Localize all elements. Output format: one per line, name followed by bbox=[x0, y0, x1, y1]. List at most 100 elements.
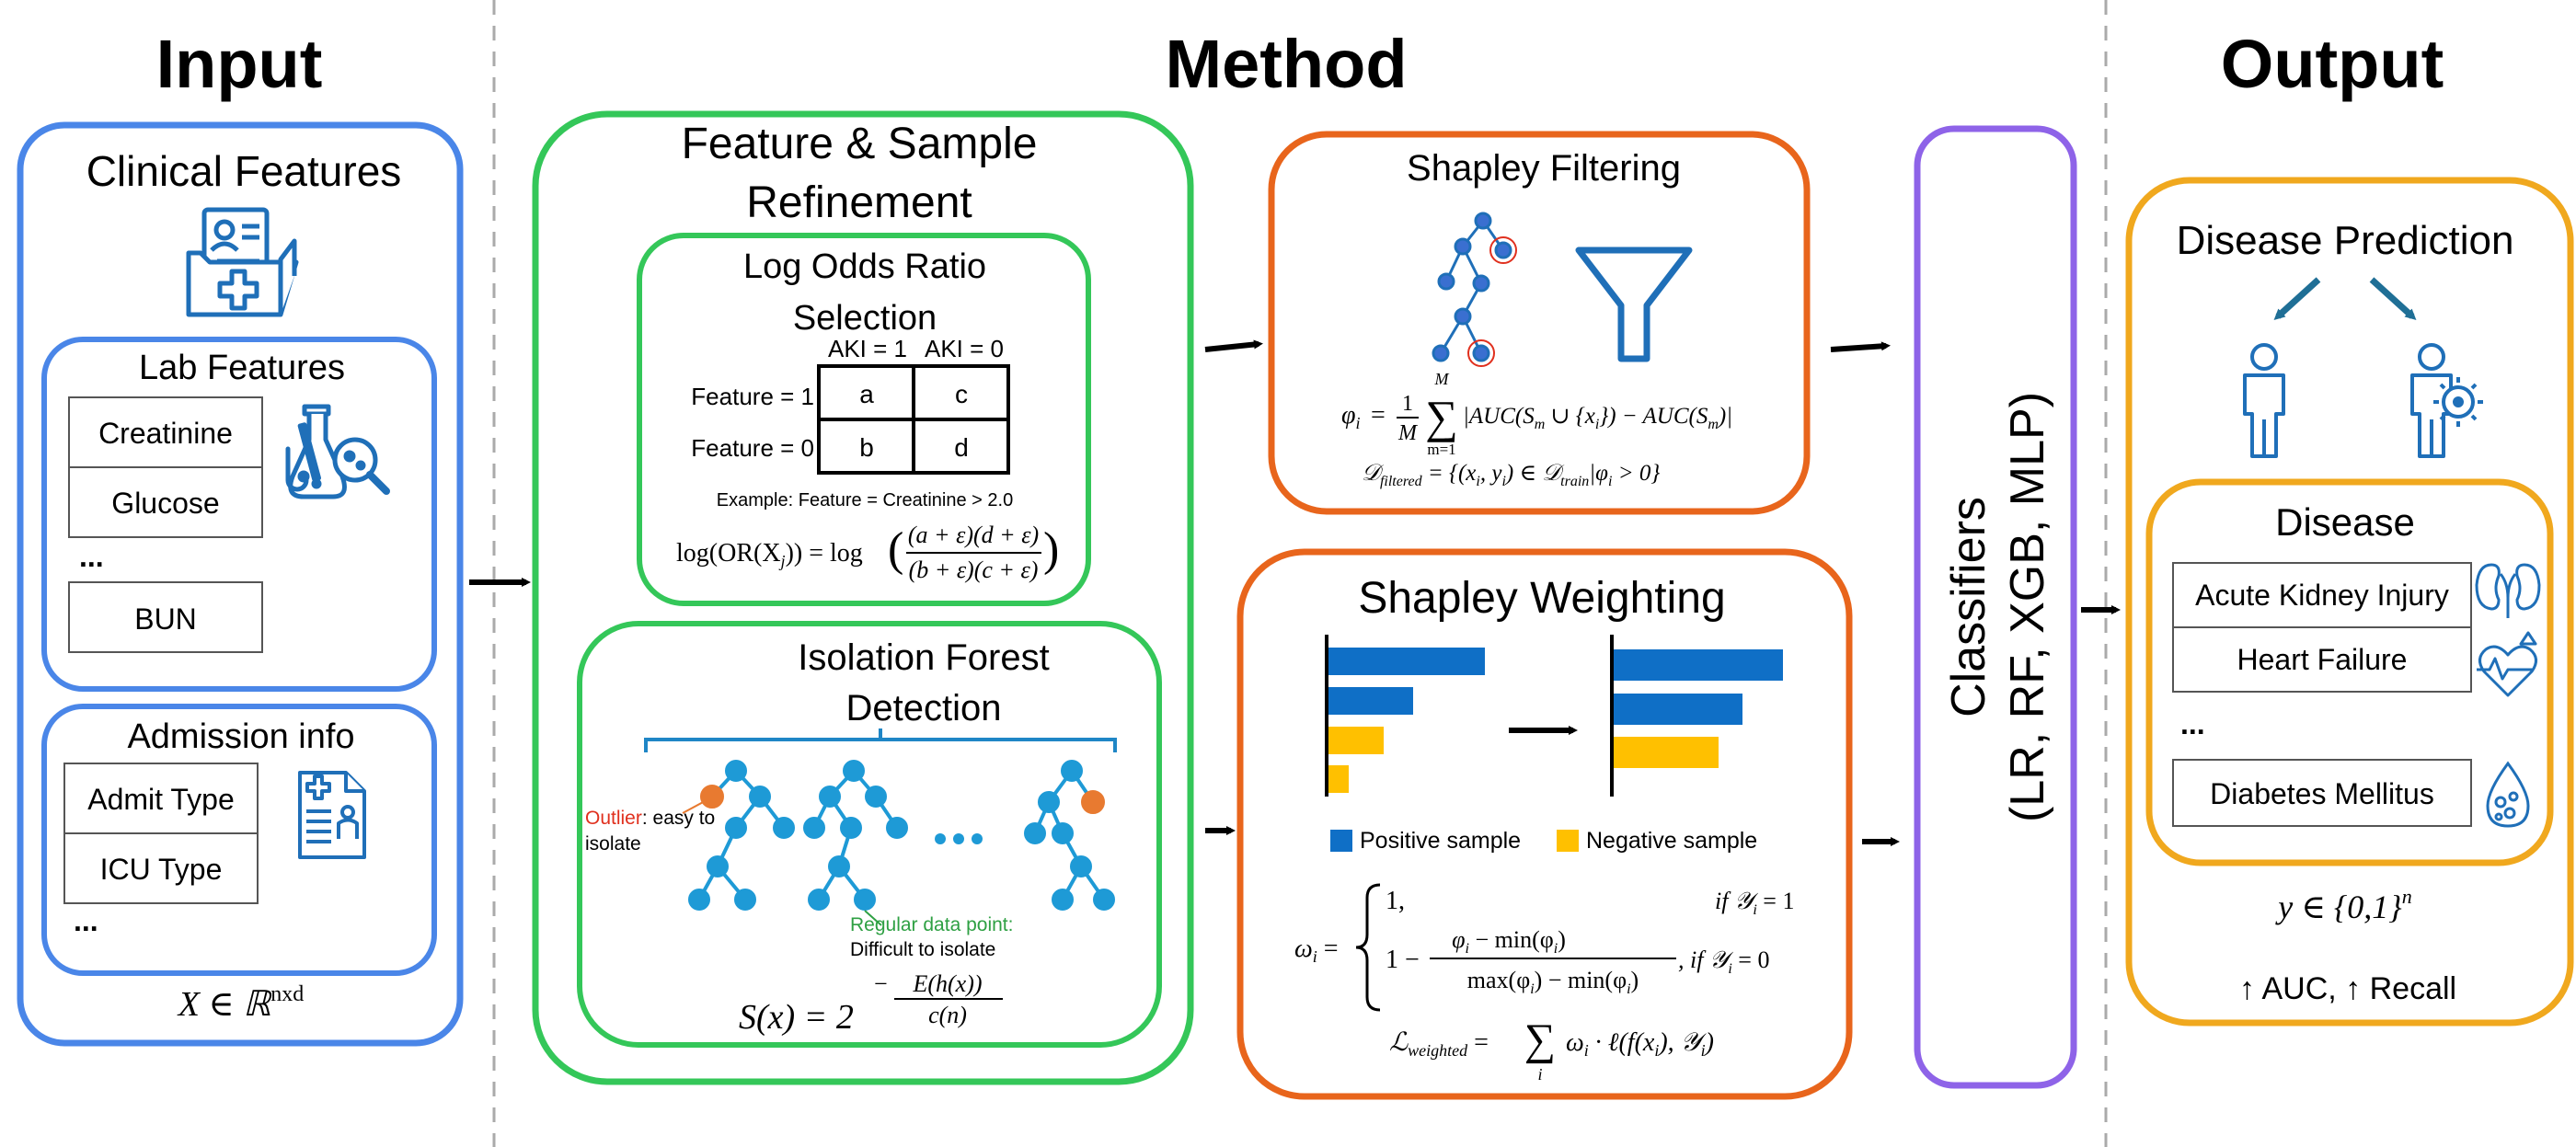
classifiers-label: Classifiers (LR, RF, XGB, MLP) bbox=[1942, 392, 2054, 822]
weighted-loss-formula: ℒweighted = ∑ i ωi · ℓ(f(xi), 𝒴i) bbox=[1389, 1015, 1714, 1084]
svg-text:1,: 1, bbox=[1386, 887, 1405, 915]
lab-item-bun-label: BUN bbox=[134, 602, 197, 636]
svg-text:∑: ∑ bbox=[1425, 391, 1458, 442]
log-odds-title-line2: Selection bbox=[793, 299, 937, 338]
lab-item-ellipsis: ... bbox=[79, 540, 104, 573]
isolation-tree-3 bbox=[1024, 760, 1115, 911]
disease-item-heart-failure-label: Heart Failure bbox=[2237, 643, 2408, 676]
arrow-filtering-to-classifiers bbox=[1830, 341, 1891, 352]
bars-before bbox=[1325, 635, 1485, 797]
cell-c: c bbox=[955, 380, 968, 408]
svg-text:ωi =: ωi = bbox=[1294, 935, 1339, 966]
shapley-value-formula: φi = 1 M M ∑ m=1 |AUC(Sm ∪ {xi}) − AUC(S… bbox=[1341, 370, 1732, 458]
svg-text:(a + ε)(d + ε): (a + ε)(d + ε) bbox=[908, 522, 1039, 548]
filtered-set-formula: 𝒟filtered = {(xi, yi) ∈ 𝒟train|φi > 0} bbox=[1362, 461, 1660, 489]
log-odds-formula: log(OR(Xj)) = log ( (a + ε)(d + ε) (b + … bbox=[676, 522, 1059, 583]
medical-folder-icon bbox=[186, 207, 299, 317]
disease-item-ellipsis: ... bbox=[2180, 707, 2205, 740]
disease-title: Disease bbox=[2275, 500, 2415, 544]
disease-item-heart-failure bbox=[2172, 626, 2472, 693]
forest-brace bbox=[644, 728, 1117, 752]
isolation-forest-title-line2: Detection bbox=[846, 688, 1002, 728]
lab-flask-icon bbox=[285, 404, 390, 499]
healthy-person-icon bbox=[2243, 343, 2285, 458]
svg-text:M: M bbox=[1434, 370, 1450, 388]
svg-text:=: = bbox=[1371, 401, 1386, 430]
patient-record-icon bbox=[298, 771, 366, 859]
lab-features-title: Lab Features bbox=[139, 349, 345, 387]
disease-item-diabetes bbox=[2172, 759, 2472, 827]
outlier-label-line1: Outlier: easy to bbox=[585, 808, 715, 829]
svg-text:|AUC(Sm ∪ {xi}) − AUC(Sm)|: |AUC(Sm ∪ {xi}) − AUC(Sm)| bbox=[1463, 404, 1732, 432]
regular-label-line1: Regular data point: bbox=[850, 914, 1013, 935]
isolation-forest-box bbox=[577, 621, 1162, 1048]
disease-item-diabetes-label: Diabetes Mellitus bbox=[2210, 777, 2434, 810]
contingency-table bbox=[817, 364, 1010, 475]
shapley-weighting-title: Shapley Weighting bbox=[1358, 574, 1725, 623]
svg-text:Classifiers: Classifiers bbox=[1942, 497, 1995, 717]
svg-text:φi: φi bbox=[1341, 401, 1361, 432]
output-metrics: ↑ AUC, ↑ Recall bbox=[2239, 971, 2456, 1006]
bars-after bbox=[1610, 635, 1783, 797]
svg-text:(: ( bbox=[888, 523, 903, 576]
weight-formula: ωi = 1, if 𝒴i = 1 1 − φi − min(φi) max(φ… bbox=[1294, 883, 1794, 1012]
heart-icon bbox=[2477, 631, 2537, 697]
kidney-icon bbox=[2475, 563, 2541, 618]
cell-d: d bbox=[954, 433, 969, 462]
svg-text:c(n): c(n) bbox=[928, 1002, 967, 1028]
filtering-tree bbox=[1432, 212, 1517, 367]
isolation-tree-2 bbox=[803, 760, 908, 911]
refinement-title-line1: Feature & Sample bbox=[682, 120, 1038, 168]
legend-negative-label: Negative sample bbox=[1586, 828, 1757, 854]
svg-text:, if 𝒴i = 0: , if 𝒴i = 0 bbox=[1678, 946, 1769, 977]
svg-text:(LR, RF, XGB, MLP): (LR, RF, XGB, MLP) bbox=[2001, 392, 2054, 822]
svg-text:φi − min(φi): φi − min(φi) bbox=[1452, 926, 1566, 957]
isolation-forest-title-line1: Isolation Forest bbox=[798, 637, 1049, 678]
svg-text:1: 1 bbox=[1402, 392, 1413, 416]
lab-item-glucose bbox=[68, 466, 263, 538]
svg-text:if 𝒴i = 1: if 𝒴i = 1 bbox=[1715, 888, 1794, 918]
legend-positive-label: Positive sample bbox=[1360, 828, 1521, 854]
log-odds-row-header-f1: Feature = 1 bbox=[691, 383, 814, 410]
legend-positive-swatch bbox=[1330, 830, 1352, 852]
anomaly-score-formula: S(x) = 2 − E(h(x)) c(n) bbox=[739, 970, 1003, 1037]
isolation-tree-1 bbox=[688, 760, 795, 911]
lab-item-bun bbox=[68, 581, 263, 653]
outlier-label-line2: isolate bbox=[585, 833, 641, 855]
method-section-title: Method bbox=[1165, 26, 1407, 102]
shapley-filtering-box bbox=[1268, 131, 1811, 515]
lab-item-glucose-label: Glucose bbox=[111, 487, 219, 520]
output-formula: y ∈ {0,1}n bbox=[2275, 885, 2411, 925]
admission-item-ellipsis: ... bbox=[74, 904, 98, 937]
svg-text:−: − bbox=[874, 970, 888, 997]
svg-text:(b + ε)(c + ε): (b + ε)(c + ε) bbox=[909, 556, 1039, 583]
output-section-title: Output bbox=[2221, 26, 2444, 102]
admission-item-icu-type-label: ICU Type bbox=[100, 853, 223, 886]
svg-text:E(h(x)): E(h(x)) bbox=[912, 970, 982, 997]
log-odds-row-header-f0: Feature = 0 bbox=[691, 434, 814, 462]
admission-item-icu-type bbox=[63, 832, 259, 904]
sick-person-icon bbox=[2410, 343, 2483, 458]
svg-text:M: M bbox=[1397, 421, 1419, 445]
svg-text:i: i bbox=[1537, 1065, 1542, 1084]
svg-text:𝒟filtered = {(xi, yi) ∈ 𝒟tra: 𝒟filtered = {(xi, yi) ∈ 𝒟train|φi > 0} bbox=[1362, 461, 1660, 489]
prediction-arrow-left bbox=[2273, 277, 2321, 321]
arrow-to-filtering bbox=[1204, 339, 1263, 352]
cell-b: b bbox=[859, 433, 874, 462]
regular-label-line2: Difficult to isolate bbox=[850, 939, 995, 960]
log-odds-col-header-aki0: AKI = 0 bbox=[925, 335, 1004, 362]
cell-a: a bbox=[859, 380, 874, 408]
input-section-title: Input bbox=[156, 26, 323, 102]
input-formula: X ∈ ℝnxd bbox=[177, 982, 304, 1024]
svg-text:S(x) = 2: S(x) = 2 bbox=[739, 998, 854, 1037]
blood-drop-icon bbox=[2486, 761, 2530, 828]
svg-text:ℒweighted =: ℒweighted = bbox=[1389, 1028, 1489, 1060]
svg-text:1 −: 1 − bbox=[1386, 946, 1420, 974]
svg-text:max(φi) − min(φi): max(φi) − min(φi) bbox=[1467, 967, 1639, 997]
svg-text:): ) bbox=[1043, 523, 1059, 576]
forest-ellipsis bbox=[935, 833, 983, 844]
regular-pointer bbox=[864, 910, 882, 926]
admission-item-admit-type bbox=[63, 763, 259, 834]
disease-prediction-title: Disease Prediction bbox=[2177, 218, 2514, 263]
